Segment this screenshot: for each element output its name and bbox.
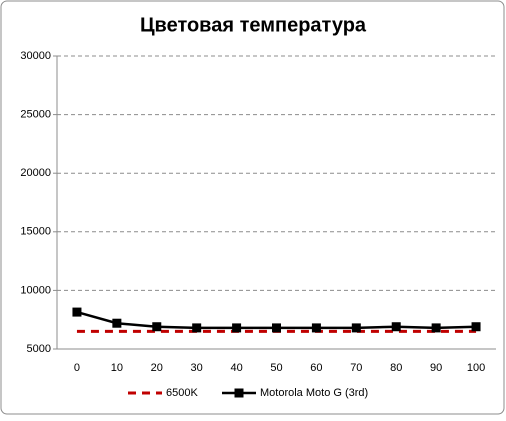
- marker: [72, 307, 82, 317]
- x-tick-label: 0: [74, 362, 80, 374]
- x-tick-label: 80: [390, 362, 402, 374]
- marker: [232, 323, 242, 333]
- x-tick-label: 100: [467, 362, 485, 374]
- marker: [152, 322, 162, 332]
- legend-label: Motorola Moto G (3rd): [260, 387, 368, 399]
- y-tick-label: 20000: [20, 167, 51, 179]
- x-tick-label: 90: [430, 362, 442, 374]
- y-tick-label: 10000: [20, 284, 51, 296]
- y-tick-label: 25000: [20, 109, 51, 121]
- y-tick-label: 30000: [20, 50, 51, 62]
- chart-title: Цветовая температура: [140, 14, 367, 36]
- legend-label: 6500K: [166, 387, 198, 399]
- marker: [351, 323, 361, 333]
- marker: [391, 322, 401, 332]
- marker: [272, 323, 281, 333]
- marker: [311, 323, 321, 333]
- x-tick-label: 20: [151, 362, 163, 374]
- x-tick-label: 70: [350, 362, 362, 374]
- x-tick-label: 10: [111, 362, 123, 374]
- marker: [431, 323, 441, 333]
- y-tick-label: 15000: [20, 226, 51, 238]
- x-tick-label: 60: [310, 362, 322, 374]
- legend-marker: [234, 388, 244, 398]
- marker: [471, 322, 481, 332]
- x-tick-label: 40: [230, 362, 242, 374]
- marker: [192, 323, 202, 333]
- x-tick-label: 30: [191, 362, 203, 374]
- marker: [112, 318, 122, 328]
- x-tick-label: 50: [270, 362, 282, 374]
- y-tick-label: 5000: [27, 343, 51, 355]
